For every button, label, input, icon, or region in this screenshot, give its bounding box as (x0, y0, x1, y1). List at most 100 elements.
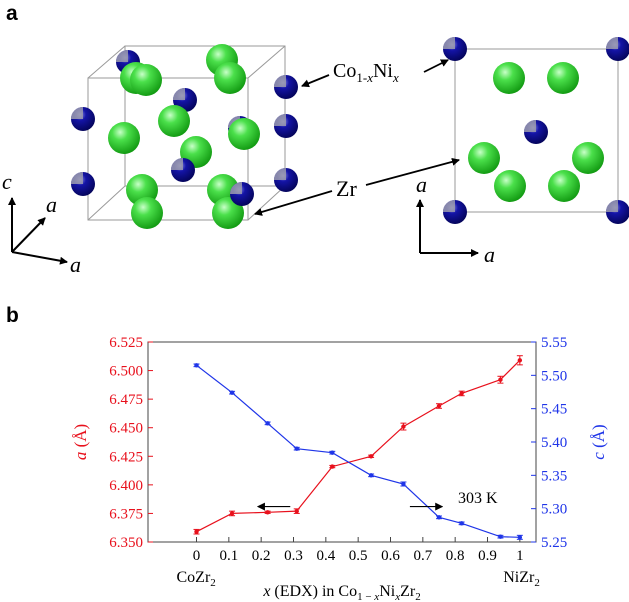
co-ni-arrow-right (423, 59, 449, 73)
x-tick-label: 0.6 (381, 548, 400, 564)
zr-atom (494, 170, 526, 202)
point-a (294, 508, 299, 514)
y-right-tick-label: 5.35 (541, 468, 567, 484)
zr-atom (158, 105, 190, 137)
co-ni-label: Co1-xNix (333, 60, 399, 85)
axes-triad-right: a a (416, 172, 495, 267)
x-tick-label: 0.4 (316, 548, 335, 564)
y-right-tick-label: 5.45 (541, 402, 567, 418)
y-right-tick-label: 5.30 (541, 502, 567, 518)
co-ni-atom (71, 107, 95, 131)
point-c (294, 446, 299, 451)
lattice-parameter-chart: 0 0.1 0.2 0.3 0.4 0.5 0.6 0.7 0.8 0.9 1 6.350 6.375 6… (71, 335, 608, 602)
point-c (498, 534, 503, 539)
point-a (459, 391, 464, 396)
axis-a-label-vert: a (416, 172, 427, 197)
zr-atom (130, 64, 162, 96)
co-ni-atom (274, 168, 298, 192)
axes-triad-left: c a a (2, 169, 81, 277)
x-tick-label: 0.8 (446, 548, 465, 564)
co-ni-atom (443, 200, 467, 224)
x-tick-label: 0.2 (252, 548, 271, 564)
y-right-tick-label: 5.25 (541, 535, 567, 551)
co-ni-atom (606, 200, 629, 224)
co-ni-atom (230, 182, 254, 206)
zr-atom (468, 142, 500, 174)
x-tick-label: 0 (193, 548, 201, 564)
co-ni-arrow-left (301, 74, 330, 88)
x-axis-label: x (EDX) in Co1 − xNixZr2 (262, 583, 420, 602)
co-ni-atom (71, 172, 95, 196)
co-ni-atom (524, 120, 548, 144)
point-c (436, 515, 442, 520)
unit-cell-projection (443, 37, 629, 224)
zr-atom (131, 197, 163, 229)
zr-atom (228, 118, 260, 150)
y-left-tick-label: 6.375 (109, 506, 143, 522)
zr-atom (214, 62, 246, 94)
series-c-line (196, 364, 520, 538)
zr-arrow-left (254, 190, 333, 216)
point-c (368, 473, 374, 478)
y-left-tick-label: 6.475 (109, 392, 143, 408)
point-a (436, 403, 442, 409)
y-left-tick-label: 6.400 (109, 478, 143, 494)
panel-a-label: a (6, 2, 18, 25)
axis-a-label-diag: a (46, 192, 57, 217)
y-right-axis-label: c (Å) (589, 424, 608, 459)
co-ni-atom (443, 37, 467, 61)
y-left-axis-label: a (Å) (71, 424, 90, 460)
y-left-tick-label: 6.500 (109, 364, 143, 380)
x-tick-label: 0.1 (219, 548, 238, 564)
svg-text:Co1-xNix: Co1-xNix (333, 60, 399, 85)
zr-atom (572, 142, 604, 174)
zr-atom (547, 62, 579, 94)
co-ni-atom (274, 75, 298, 99)
zr-atom (108, 122, 140, 154)
panel-b-label: b (6, 304, 19, 327)
co-ni-atom (606, 37, 629, 61)
y-left-tick-label: 6.450 (109, 421, 143, 437)
point-c (459, 521, 464, 526)
zr-label: Zr (336, 176, 357, 201)
co-ni-atom (171, 158, 195, 182)
x-tick-label: 0.5 (349, 548, 368, 564)
point-a (265, 510, 270, 515)
y-left-tick-label: 6.350 (109, 535, 143, 551)
zr-arrow-right (365, 157, 460, 186)
y-right-tick-label: 5.40 (541, 435, 567, 451)
x-tick-label: 1 (516, 548, 524, 564)
axis-a-label-horiz-right: a (484, 242, 495, 267)
y-left-tick-label: 6.425 (109, 449, 143, 465)
y-left-tick-label: 6.525 (109, 335, 143, 351)
point-a (401, 424, 406, 429)
point-a (194, 529, 199, 534)
point-c (330, 450, 335, 455)
point-c (265, 421, 270, 426)
axis-a-label-horiz: a (70, 252, 81, 277)
point-a (498, 377, 503, 382)
point-c (194, 363, 199, 368)
point-c (401, 481, 406, 487)
zr-atom (212, 197, 244, 229)
temperature-annotation: 303 K (458, 490, 498, 507)
y-right-tick-label: 5.50 (541, 368, 567, 384)
x-tick-label: 0.3 (284, 548, 303, 564)
point-a (330, 464, 335, 469)
unit-cell-3d (71, 44, 298, 229)
point-c (229, 390, 235, 395)
y-right-tick-label: 5.55 (541, 335, 567, 351)
co-ni-atom (274, 114, 298, 138)
point-a (517, 358, 523, 363)
point-c (517, 535, 523, 540)
x-tick-label: 0.7 (413, 548, 432, 564)
x-tick-label: 0.9 (478, 548, 497, 564)
axis-c-label: c (2, 169, 12, 194)
end-label-cozr2: CoZr2 (177, 569, 216, 589)
zr-atom (548, 170, 580, 202)
end-label-nizr2: NiZr2 (503, 569, 540, 589)
zr-atom (493, 62, 525, 94)
point-a (229, 511, 235, 516)
plot-frame (147, 341, 537, 543)
